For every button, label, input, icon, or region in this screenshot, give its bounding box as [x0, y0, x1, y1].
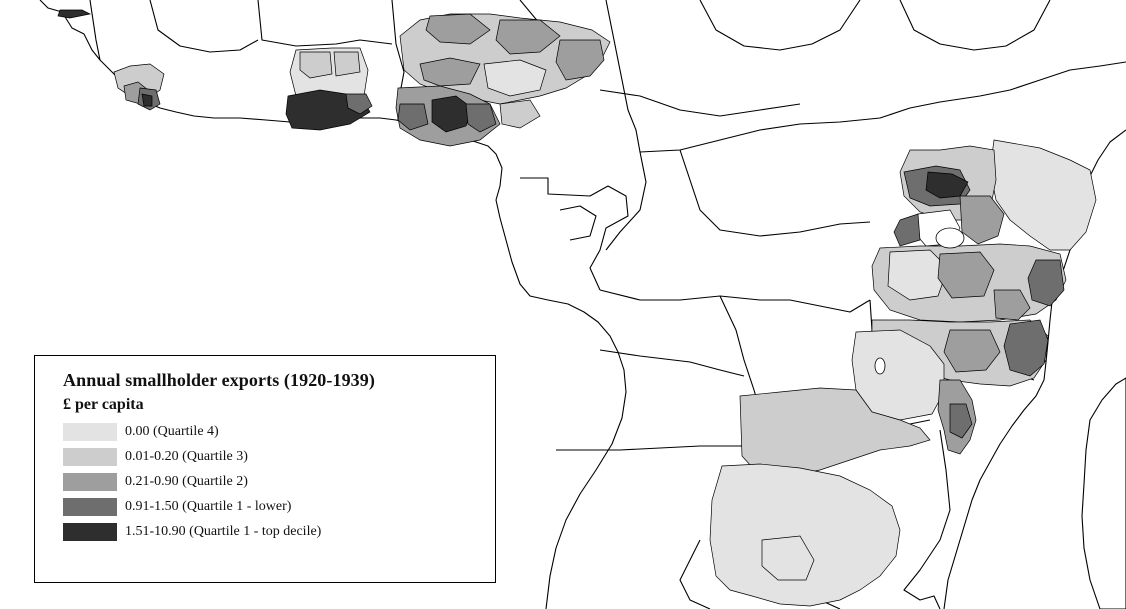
district-shape — [431, 95, 473, 133]
legend-label: 0.00 (Quartile 4) — [125, 424, 219, 439]
district-shape — [499, 99, 541, 129]
district-shape — [141, 93, 153, 107]
legend-swatch — [63, 498, 117, 516]
district-shape — [893, 213, 921, 247]
legend-item: 0.01-0.20 (Quartile 3) — [63, 446, 495, 468]
legend-item: 0.21-0.90 (Quartile 2) — [63, 471, 495, 493]
district-shape — [345, 93, 373, 115]
district-shape — [1003, 319, 1049, 377]
district-shape — [989, 139, 1097, 251]
district-shape — [483, 59, 547, 97]
legend-label: 1.51-10.90 (Quartile 1 - top decile) — [125, 524, 322, 539]
district-shape — [555, 39, 605, 81]
district-shape — [465, 103, 497, 133]
legend-item: 0.00 (Quartile 4) — [63, 421, 495, 443]
legend-swatch — [63, 448, 117, 466]
district-shape — [425, 13, 491, 45]
district-shape — [887, 249, 949, 301]
legend-label: 0.91-1.50 (Quartile 1 - lower) — [125, 499, 292, 514]
district-shape — [943, 329, 1001, 373]
legend-title: Annual smallholder exports (1920-1939) — [63, 370, 375, 390]
legend-label: 0.21-0.90 (Quartile 2) — [125, 474, 248, 489]
map-legend: Annual smallholder exports (1920-1939) £… — [34, 355, 496, 583]
legend-item: 0.91-1.50 (Quartile 1 - lower) — [63, 496, 495, 518]
legend-swatch — [63, 423, 117, 441]
district-shape — [495, 19, 561, 55]
district-shape — [419, 57, 481, 87]
legend-subtitle: £ per capita — [63, 396, 144, 413]
legend-item: 1.51-10.90 (Quartile 1 - top decile) — [63, 521, 495, 543]
district-shape — [299, 51, 333, 79]
district-shape — [709, 463, 901, 607]
legend-swatch — [63, 523, 117, 541]
legend-swatch — [63, 473, 117, 491]
district-shape — [1027, 259, 1065, 307]
legend-label: 0.01-0.20 (Quartile 3) — [125, 449, 248, 464]
district-shape — [949, 403, 973, 439]
madagascar-outline — [1081, 377, 1126, 609]
district-shape — [761, 535, 815, 581]
district-shape — [851, 329, 945, 421]
district-shape — [333, 51, 361, 77]
district-shape — [57, 9, 92, 19]
district-shape — [959, 195, 1005, 245]
district-shape — [397, 103, 429, 131]
district-shape — [993, 289, 1031, 321]
district-shape — [937, 251, 995, 299]
